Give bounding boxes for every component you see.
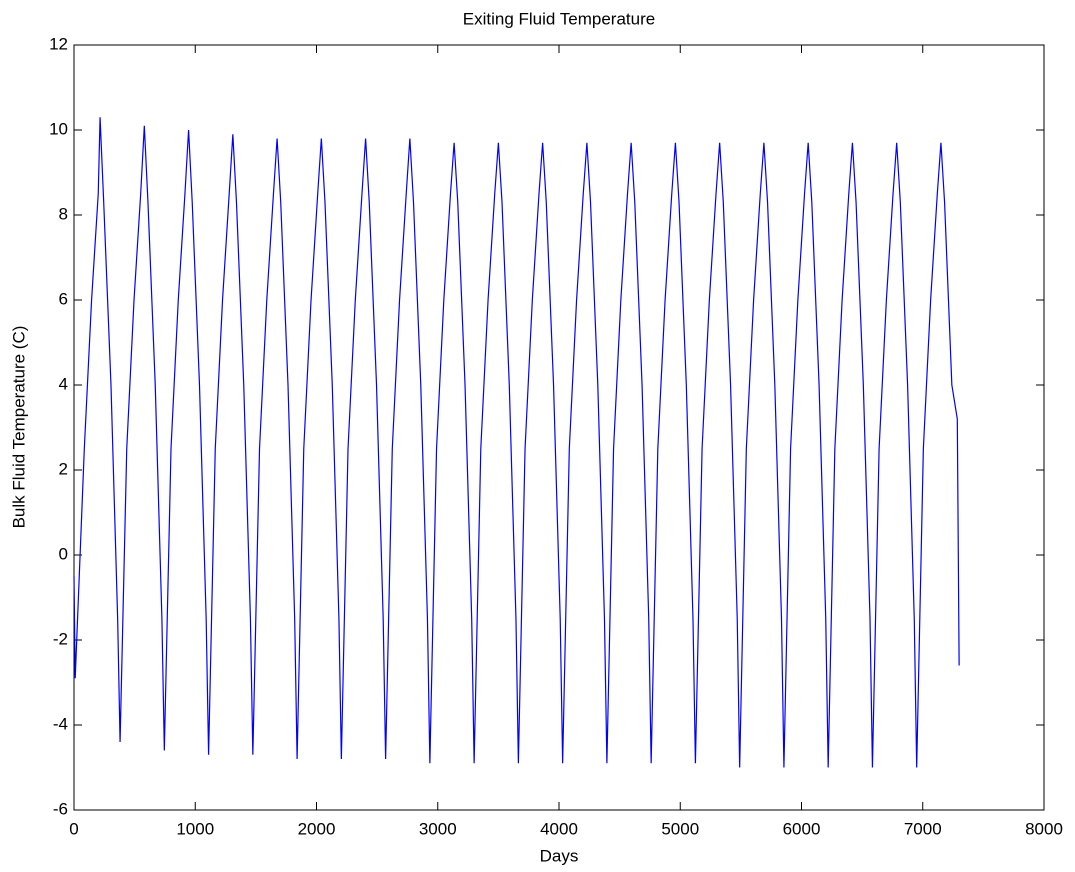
data-line [73,117,960,768]
y-tick-label: 12 [49,34,68,53]
x-tick-label: 6000 [783,819,821,838]
y-tick-label: 6 [59,289,68,308]
y-tick-label: -4 [53,714,68,733]
y-tick-label: 2 [59,459,68,478]
y-tick-label: 0 [59,544,68,563]
y-tick-label: 4 [59,374,68,393]
y-tick-label: 10 [49,119,68,138]
x-tick-label: 2000 [298,819,336,838]
y-tick-label: -2 [53,629,68,648]
x-tick-label: 1000 [176,819,214,838]
y-axis-label: Bulk Fluid Temperature (C) [9,326,28,529]
x-tick-label: 7000 [904,819,942,838]
x-tick-label: 4000 [540,819,578,838]
x-axis-label: Days [540,846,579,865]
x-tick-label: 8000 [1025,819,1063,838]
y-tick-label: -6 [53,799,68,818]
y-tick-label: 8 [59,204,68,223]
chart-title: Exiting Fluid Temperature [463,9,655,28]
x-tick-label: 5000 [661,819,699,838]
x-tick-label: 3000 [419,819,457,838]
x-tick-label: 0 [69,819,78,838]
